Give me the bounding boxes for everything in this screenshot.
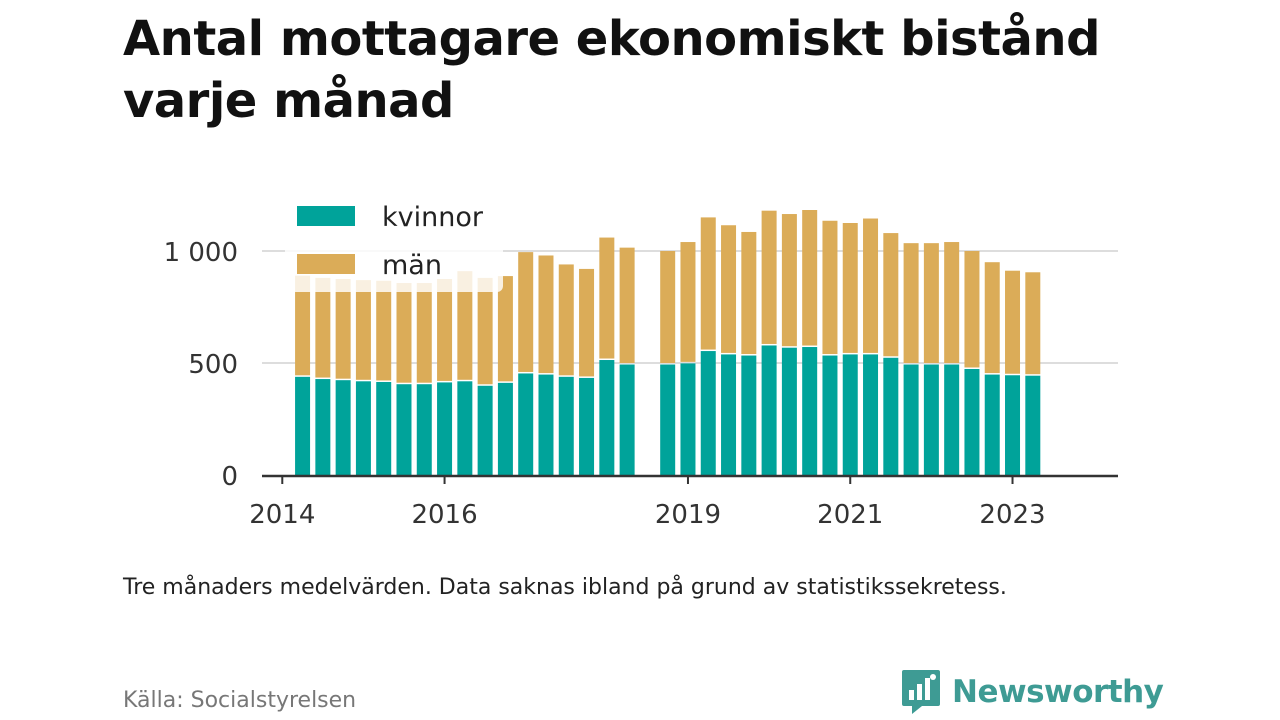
- bar-kvinnor: [416, 384, 432, 475]
- bar-kvinnor: [984, 374, 1000, 475]
- y-tick-label: 1 000: [164, 238, 238, 268]
- bar-man: [1025, 272, 1041, 375]
- bar-kvinnor: [457, 381, 473, 475]
- bar-man: [802, 210, 818, 346]
- bar-man: [335, 279, 351, 379]
- bar-kvinnor: [822, 355, 838, 475]
- bar-man: [781, 214, 797, 347]
- bar-kvinnor: [700, 351, 716, 475]
- x-tick-label: 2023: [979, 500, 1045, 530]
- bar-kvinnor: [579, 377, 595, 475]
- x-tick-label: 2014: [249, 500, 315, 530]
- source-credit: Källa: Socialstyrelsen: [123, 688, 357, 713]
- chart-title: Antal mottagare ekonomiskt bistånd varje…: [123, 11, 1100, 129]
- bar-man: [315, 277, 331, 378]
- x-tick-label: 2016: [411, 500, 477, 530]
- bar-kvinnor: [1025, 375, 1041, 475]
- bar-kvinnor: [903, 364, 919, 475]
- bar-man: [822, 220, 838, 355]
- bar-man: [1005, 270, 1021, 374]
- bar-kvinnor: [335, 380, 351, 475]
- bars: [295, 210, 1041, 475]
- bar-man: [944, 242, 960, 363]
- legend-label: kvinnor: [382, 202, 484, 233]
- x-axis-labels: 2014 2016 2019 2021 2023: [249, 476, 1046, 530]
- legend: kvinnor män: [285, 190, 503, 292]
- bar-kvinnor: [376, 381, 392, 475]
- bar-man: [599, 237, 615, 359]
- bar-kvinnor: [558, 376, 574, 475]
- bar-man: [680, 242, 696, 362]
- bar-man: [741, 231, 757, 355]
- bar-kvinnor: [741, 355, 757, 475]
- x-tick-label: 2021: [817, 500, 883, 530]
- bar-kvinnor: [923, 364, 939, 475]
- bar-man: [538, 255, 554, 374]
- bar-kvinnor: [1005, 375, 1021, 475]
- bar-man: [721, 225, 737, 353]
- bar-kvinnor: [396, 384, 412, 475]
- bar-kvinnor: [883, 357, 899, 475]
- bar-chart: 0 500 1 000 2014 2016 2019 2021 2023 kvinnor mä…: [163, 190, 1118, 530]
- bar-kvinnor: [437, 382, 453, 475]
- bar-man: [700, 217, 716, 350]
- bar-kvinnor: [944, 364, 960, 475]
- bar-kvinnor: [355, 381, 371, 475]
- x-tick-label: 2019: [655, 500, 721, 530]
- bar-man: [558, 264, 574, 376]
- bar-kvinnor: [802, 347, 818, 475]
- bar-kvinnor: [964, 368, 980, 475]
- bar-kvinnor: [315, 379, 331, 475]
- bar-man: [355, 280, 371, 380]
- legend-swatch: [297, 254, 355, 274]
- bar-kvinnor: [680, 363, 696, 475]
- newsworthy-logo-icon: [902, 670, 940, 714]
- bar-kvinnor: [781, 347, 797, 475]
- bar-man: [984, 262, 1000, 374]
- bar-kvinnor: [497, 382, 513, 475]
- bar-man: [396, 283, 412, 383]
- bar-man: [883, 233, 899, 357]
- bar-man: [863, 218, 879, 353]
- bar-kvinnor: [518, 373, 534, 475]
- brand-name: Newsworthy: [952, 674, 1164, 710]
- bar-kvinnor: [538, 374, 554, 475]
- bar-kvinnor: [660, 364, 676, 475]
- bar-man: [416, 283, 432, 383]
- bar-kvinnor: [863, 354, 879, 475]
- bar-man: [923, 243, 939, 363]
- bar-man: [497, 276, 513, 382]
- bar-man: [619, 247, 635, 363]
- bar-kvinnor: [619, 364, 635, 475]
- bar-kvinnor: [599, 360, 615, 475]
- bar-man: [964, 251, 980, 368]
- bar-kvinnor: [842, 354, 858, 475]
- bar-kvinnor: [761, 345, 777, 475]
- legend-swatch: [297, 206, 355, 226]
- bar-man: [761, 210, 777, 344]
- legend-label: män: [382, 250, 442, 281]
- brand-logo: Newsworthy: [900, 668, 1164, 716]
- bar-man: [295, 275, 311, 376]
- bar-kvinnor: [721, 354, 737, 475]
- bar-man: [437, 279, 453, 381]
- bar-kvinnor: [295, 376, 311, 475]
- bar-man: [457, 271, 473, 380]
- bar-man: [477, 277, 493, 385]
- y-axis-labels: 0 500 1 000: [164, 238, 238, 492]
- y-tick-label: 500: [188, 350, 238, 380]
- bar-man: [660, 251, 676, 363]
- bar-kvinnor: [477, 385, 493, 475]
- y-tick-label: 0: [221, 462, 238, 492]
- bar-man: [518, 252, 534, 372]
- bar-man: [842, 223, 858, 353]
- bar-man: [579, 268, 595, 377]
- bar-man: [903, 243, 919, 363]
- chart-note: Tre månaders medelvärden. Data saknas ib…: [123, 575, 1007, 600]
- bar-man: [376, 280, 392, 381]
